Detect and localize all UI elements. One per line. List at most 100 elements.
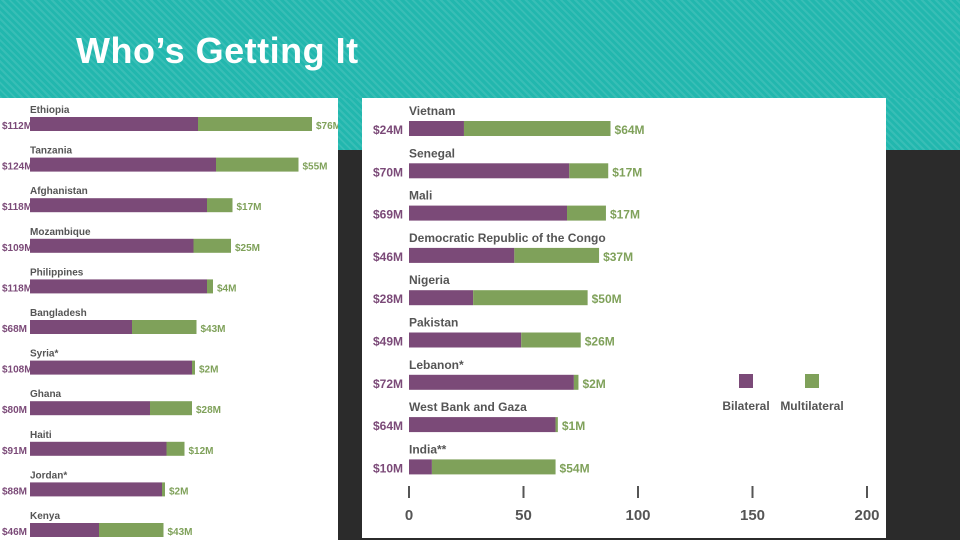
- bar-multilateral-philippines: [207, 279, 213, 294]
- bar-multilateral-west-bank-and-gaza: [555, 417, 558, 433]
- country-label-mali: Mali: [409, 189, 432, 203]
- bar-multilateral-mozambique: [193, 238, 231, 253]
- bar-bilateral-haiti: [30, 441, 167, 456]
- bilateral-value-philippines: $118M: [2, 283, 32, 294]
- country-label-west-bank-and-gaza: West Bank and Gaza: [409, 400, 527, 414]
- bar-multilateral-pakistan: [521, 332, 581, 348]
- bar-bilateral-pakistan: [409, 332, 522, 348]
- bar-multilateral-mali: [567, 205, 606, 221]
- bar-bilateral-ghana: [30, 401, 150, 416]
- multilateral-value-jordan: $2M: [169, 486, 188, 497]
- country-label-democratic-republic-of-the-congo: Democratic Republic of the Congo: [409, 231, 606, 245]
- x-tick-label-200: 200: [854, 507, 879, 524]
- country-label-afghanistan: Afghanistan: [30, 186, 88, 197]
- x-tick-label-50: 50: [515, 507, 532, 524]
- bar-bilateral-west-bank-and-gaza: [409, 417, 556, 433]
- bar-bilateral-senegal: [409, 163, 570, 179]
- bar-bilateral-vietnam: [409, 121, 464, 136]
- multilateral-value-mozambique: $25M: [235, 243, 260, 254]
- bilateral-value-bangladesh: $68M: [2, 324, 27, 335]
- bilateral-value-afghanistan: $118M: [2, 202, 32, 213]
- left-chart-panel: Ethiopia $112M $76M Tanzania $124M $55M Afghan…: [0, 98, 341, 540]
- bar-bilateral-mali: [409, 205, 568, 221]
- multilateral-value-ghana: $28M: [196, 405, 221, 416]
- bar-multilateral-ghana: [150, 401, 192, 416]
- bilateral-value-tanzania: $124M: [2, 162, 33, 173]
- x-tick-label-100: 100: [625, 507, 650, 524]
- right-chart: Vietnam $24M $64M Senegal $70M $17M Mali $69M $1…: [373, 104, 880, 524]
- bilateral-value-vietnam: $24M: [373, 123, 403, 137]
- multilateral-value-lebanon: $2M: [582, 377, 605, 391]
- x-tick-150: [751, 486, 754, 498]
- x-tick-50: [522, 486, 525, 498]
- multilateral-value-bangladesh: $43M: [201, 324, 226, 335]
- bar-bilateral-bangladesh: [30, 320, 132, 334]
- x-tick-200: [866, 486, 868, 498]
- bar-bilateral-lebanon: [409, 374, 574, 390]
- bar-multilateral-nigeria: [473, 290, 588, 306]
- bilateral-value-democratic-republic-of-the-congo: $46M: [373, 250, 403, 264]
- multilateral-value-tanzania: $55M: [303, 162, 328, 173]
- bilateral-value-mali: $69M: [373, 208, 403, 222]
- bar-bilateral-jordan: [30, 482, 162, 497]
- bilateral-value-ghana: $80M: [2, 405, 27, 416]
- country-label-mozambique: Mozambique: [30, 227, 91, 238]
- country-label-jordan: Jordan*: [30, 470, 67, 481]
- multilateral-value-west-bank-and-gaza: $1M: [562, 419, 585, 433]
- multilateral-value-kenya: $43M: [168, 527, 193, 538]
- bilateral-value-west-bank-and-gaza: $64M: [373, 419, 403, 433]
- x-tick-label-150: 150: [740, 507, 765, 524]
- left-chart: Ethiopia $112M $76M Tanzania $124M $55M Afghan…: [2, 105, 341, 538]
- bilateral-value-pakistan: $49M: [373, 335, 403, 349]
- country-label-haiti: Haiti: [30, 430, 52, 441]
- country-label-lebanon: Lebanon*: [409, 358, 464, 372]
- bilateral-value-lebanon: $72M: [373, 377, 403, 391]
- bilateral-value-nigeria: $28M: [373, 292, 403, 306]
- bar-multilateral-tanzania: [216, 157, 299, 172]
- country-label-syria: Syria*: [30, 349, 58, 360]
- bar-bilateral-ethiopia: [30, 117, 198, 131]
- multilateral-value-mali: $17M: [610, 208, 640, 222]
- bilateral-value-mozambique: $109M: [2, 243, 33, 254]
- multilateral-value-democratic-republic-of-the-congo: $37M: [603, 250, 633, 264]
- x-tick-100: [637, 486, 639, 498]
- bar-multilateral-lebanon: [573, 374, 579, 390]
- bar-bilateral-democratic-republic-of-the-congo: [409, 247, 515, 263]
- bar-multilateral-india: [431, 459, 556, 475]
- country-label-bangladesh: Bangladesh: [30, 308, 87, 319]
- bar-bilateral-tanzania: [30, 157, 216, 172]
- bar-multilateral-ethiopia: [198, 117, 312, 131]
- bilateral-value-india: $10M: [373, 461, 403, 475]
- multilateral-value-india: $54M: [560, 461, 590, 475]
- right-chart-panel: Vietnam $24M $64M Senegal $70M $17M Mali $69M $1…: [362, 98, 886, 538]
- bar-multilateral-democratic-republic-of-the-congo: [514, 247, 600, 263]
- bar-bilateral-afghanistan: [30, 198, 207, 213]
- bar-bilateral-nigeria: [409, 290, 474, 306]
- x-tick-label-0: 0: [405, 507, 413, 524]
- bar-bilateral-syria: [30, 360, 192, 375]
- bar-multilateral-afghanistan: [207, 198, 233, 213]
- multilateral-value-pakistan: $26M: [585, 335, 615, 349]
- bar-multilateral-senegal: [569, 163, 609, 179]
- bar-multilateral-haiti: [166, 441, 185, 456]
- multilateral-value-syria: $2M: [199, 365, 218, 376]
- bar-bilateral-philippines: [30, 279, 207, 294]
- bilateral-value-kenya: $46M: [2, 527, 27, 538]
- bar-bilateral-india: [409, 459, 432, 475]
- country-label-nigeria: Nigeria: [409, 273, 450, 287]
- country-label-india: India**: [409, 442, 447, 456]
- bilateral-value-ethiopia: $112M: [2, 121, 32, 132]
- header-band: [0, 0, 960, 98]
- legend-label-multilateral: Multilateral: [780, 399, 843, 413]
- legend-swatch-multilateral: [805, 374, 819, 388]
- country-label-kenya: Kenya: [30, 511, 60, 522]
- multilateral-value-haiti: $12M: [189, 446, 214, 457]
- country-label-ethiopia: Ethiopia: [30, 105, 70, 116]
- multilateral-value-afghanistan: $17M: [237, 202, 262, 213]
- multilateral-value-ethiopia: $76M: [316, 121, 338, 132]
- x-tick-0: [408, 486, 410, 498]
- multilateral-value-vietnam: $64M: [615, 123, 645, 137]
- bar-multilateral-bangladesh: [132, 320, 197, 334]
- bilateral-value-syria: $108M: [2, 365, 33, 376]
- country-label-vietnam: Vietnam: [409, 104, 455, 118]
